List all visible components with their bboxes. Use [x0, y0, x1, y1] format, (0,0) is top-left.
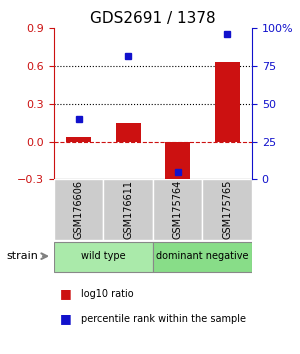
Bar [66, 137, 91, 142]
Text: log10 ratio: log10 ratio [81, 289, 134, 299]
Bar [54, 242, 153, 273]
Bar [153, 179, 202, 240]
Text: GSM176611: GSM176611 [123, 180, 133, 239]
Text: dominant negative: dominant negative [156, 251, 249, 261]
Text: ■: ■ [60, 287, 72, 300]
Bar [54, 179, 104, 240]
Text: GSM175764: GSM175764 [173, 180, 183, 239]
Bar [116, 123, 141, 142]
Text: strain: strain [6, 251, 38, 261]
Text: GSM176606: GSM176606 [74, 180, 84, 239]
Bar [103, 179, 153, 240]
Bar [215, 62, 240, 142]
Title: GDS2691 / 1378: GDS2691 / 1378 [90, 11, 216, 26]
Text: percentile rank within the sample: percentile rank within the sample [81, 314, 246, 324]
Bar [202, 179, 252, 240]
Text: ■: ■ [60, 312, 72, 325]
Text: GSM175765: GSM175765 [222, 180, 232, 239]
Bar [165, 142, 190, 186]
Text: wild type: wild type [81, 251, 126, 261]
Bar [153, 242, 252, 273]
